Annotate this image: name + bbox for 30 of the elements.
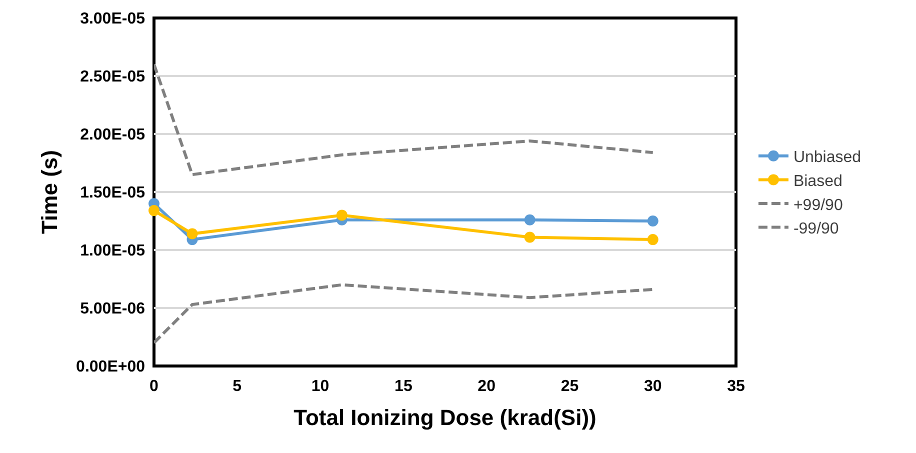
y-tick-label: 0.00E+00 <box>76 358 146 376</box>
x-tick-label: 35 <box>727 378 745 395</box>
x-tick-label: 5 <box>232 378 242 395</box>
y-tick-label: 1.00E-05 <box>80 242 146 260</box>
point <box>647 216 658 226</box>
legend-label: -99/90 <box>793 220 839 238</box>
point <box>524 232 536 243</box>
y-tick-label: 2.00E-05 <box>80 126 146 144</box>
x-tick-label: 10 <box>311 378 330 395</box>
point <box>336 210 348 221</box>
x-tick-label: 25 <box>560 378 579 395</box>
x-tick-label: 15 <box>394 378 412 395</box>
x-tick-label: 30 <box>644 378 662 395</box>
line-series <box>154 62 654 176</box>
y-tick-label: 5.00E-06 <box>80 300 146 318</box>
legend-label: Biased <box>793 172 842 190</box>
y-tick-label: 2.50E-05 <box>80 68 146 86</box>
point <box>148 205 160 216</box>
legend-label: +99/90 <box>793 196 843 214</box>
y-axis-title: Time (s) <box>36 150 62 234</box>
point <box>186 228 198 240</box>
y-tick-label: 1.50E-05 <box>80 184 146 202</box>
x-tick-label: 0 <box>150 378 159 395</box>
point <box>647 234 658 246</box>
point <box>524 214 536 226</box>
line-series <box>154 283 654 344</box>
x-tick-label: 20 <box>478 378 496 395</box>
legend-label: Unbiased <box>793 149 862 166</box>
y-tick-label: 3.00E-05 <box>80 10 146 28</box>
x-axis-title: Total Ionizing Dose (krad(Si)) <box>294 404 596 430</box>
